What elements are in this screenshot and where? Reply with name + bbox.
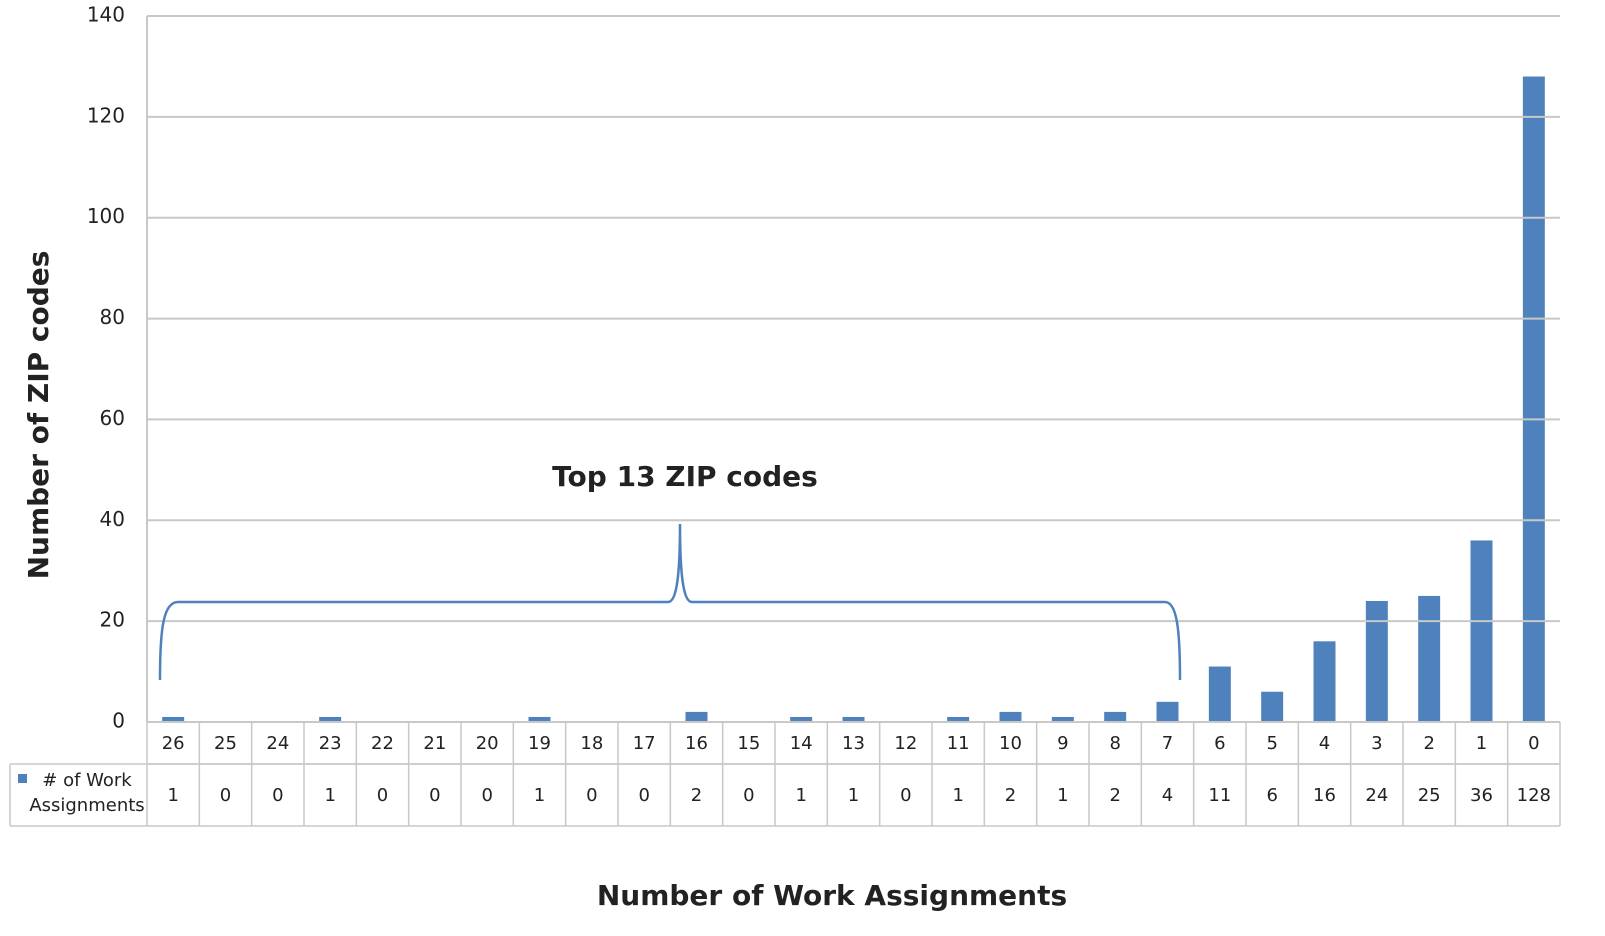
legend-label: # of Work Assignments xyxy=(29,770,145,816)
x-tick-label: 2 xyxy=(1423,733,1434,754)
table-value: 128 xyxy=(1517,785,1551,806)
x-tick-label: 12 xyxy=(894,733,917,754)
bar xyxy=(162,716,185,722)
x-tick-label: 20 xyxy=(476,733,499,754)
x-tick-label: 0 xyxy=(1528,733,1539,754)
table-value: 16 xyxy=(1313,785,1336,806)
table-value: 0 xyxy=(900,785,911,806)
table-value: 1 xyxy=(534,785,545,806)
bar xyxy=(1051,716,1074,722)
bar xyxy=(1418,595,1441,722)
table-value: 11 xyxy=(1208,785,1231,806)
bar xyxy=(319,716,342,722)
x-tick-label: 7 xyxy=(1162,733,1173,754)
bar xyxy=(1208,666,1231,722)
y-tick-label: 80 xyxy=(100,305,125,329)
x-tick-label: 11 xyxy=(947,733,970,754)
x-tick-label: 25 xyxy=(214,733,237,754)
bar xyxy=(842,716,865,722)
table-value: 1 xyxy=(795,785,806,806)
x-tick-label: 4 xyxy=(1319,733,1330,754)
table-value: 25 xyxy=(1418,785,1441,806)
table-value: 0 xyxy=(377,785,388,806)
x-tick-label: 18 xyxy=(580,733,603,754)
bar xyxy=(528,716,551,722)
y-tick-label: 120 xyxy=(87,103,125,127)
bar xyxy=(1313,641,1336,722)
table-value: 1 xyxy=(324,785,335,806)
table-value: 2 xyxy=(1109,785,1120,806)
bar xyxy=(999,711,1022,722)
table-value: 2 xyxy=(691,785,702,806)
bar xyxy=(1365,600,1388,722)
table-value: 1 xyxy=(167,785,178,806)
x-tick-label: 8 xyxy=(1109,733,1120,754)
x-tick-label: 3 xyxy=(1371,733,1382,754)
bar xyxy=(1261,691,1284,722)
table-value: 1 xyxy=(952,785,963,806)
brace xyxy=(158,523,1182,681)
table-value: 0 xyxy=(272,785,283,806)
x-tick-label: 21 xyxy=(423,733,446,754)
bar xyxy=(1156,701,1179,722)
table-value: 0 xyxy=(638,785,649,806)
table-value: 0 xyxy=(586,785,597,806)
table-value: 4 xyxy=(1162,785,1173,806)
table-value: 1 xyxy=(1057,785,1068,806)
bar xyxy=(1522,76,1545,722)
x-tick-label: 6 xyxy=(1214,733,1225,754)
x-tick-label: 10 xyxy=(999,733,1022,754)
x-tick-label: 17 xyxy=(633,733,656,754)
bar xyxy=(1104,711,1127,722)
table-value: 1 xyxy=(848,785,859,806)
x-tick-label: 16 xyxy=(685,733,708,754)
x-tick-label: 26 xyxy=(162,733,185,754)
x-tick-label: 22 xyxy=(371,733,394,754)
y-tick-label: 0 xyxy=(112,709,125,733)
bar xyxy=(685,711,708,722)
table-value: 0 xyxy=(743,785,754,806)
table-value: 36 xyxy=(1470,785,1493,806)
y-tick-label: 20 xyxy=(100,608,125,632)
y-tick-label: 100 xyxy=(87,204,125,228)
x-tick-label: 23 xyxy=(319,733,342,754)
table-value: 0 xyxy=(220,785,231,806)
table-value: 24 xyxy=(1365,785,1388,806)
y-tick-label: 40 xyxy=(100,507,125,531)
table-value: 6 xyxy=(1266,785,1277,806)
x-tick-label: 13 xyxy=(842,733,865,754)
table-value: 2 xyxy=(1005,785,1016,806)
bar xyxy=(947,716,970,722)
y-tick-label: 60 xyxy=(100,406,125,430)
x-tick-label: 9 xyxy=(1057,733,1068,754)
x-tick-label: 15 xyxy=(737,733,760,754)
bar xyxy=(790,716,813,722)
y-tick-label: 140 xyxy=(87,3,125,27)
y-axis-title: Number of ZIP codes xyxy=(22,251,55,580)
bar xyxy=(1470,540,1493,722)
table-value: 0 xyxy=(481,785,492,806)
annotation: Top 13 ZIP codes xyxy=(552,460,818,493)
x-tick-label: 1 xyxy=(1476,733,1487,754)
table-value: 0 xyxy=(429,785,440,806)
x-tick-label: 14 xyxy=(790,733,813,754)
x-tick-label: 5 xyxy=(1266,733,1277,754)
x-tick-label: 24 xyxy=(266,733,289,754)
x-tick-label: 19 xyxy=(528,733,551,754)
x-axis-title: Number of Work Assignments xyxy=(597,879,1067,912)
legend-swatch xyxy=(18,774,27,783)
